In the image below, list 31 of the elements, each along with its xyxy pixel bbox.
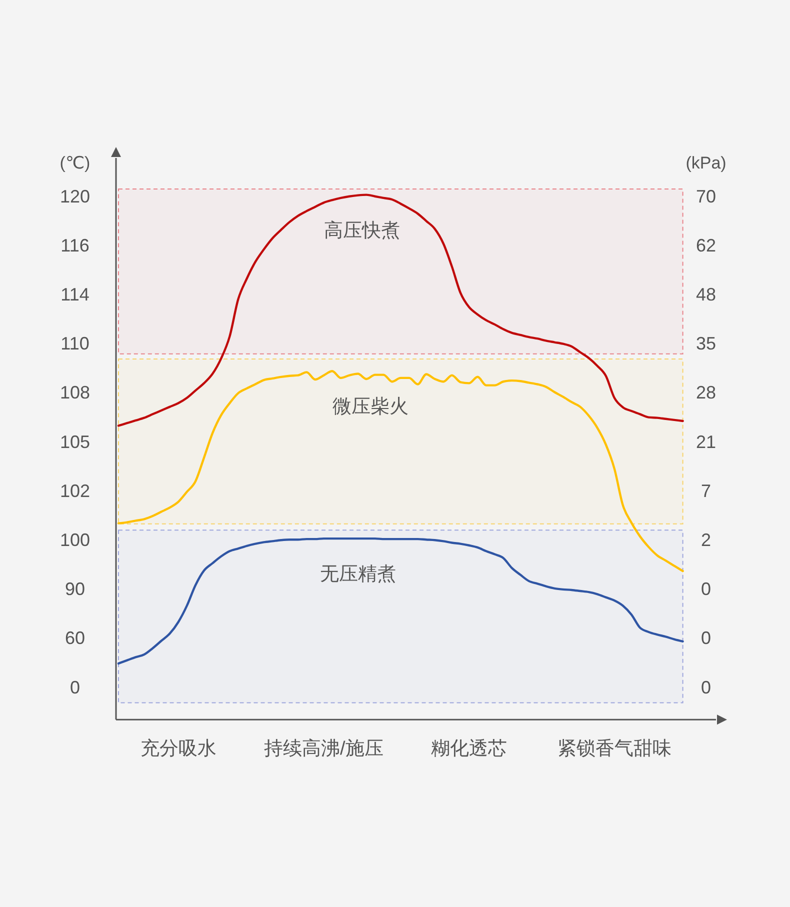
y2-axis-title: (kPa)	[686, 154, 726, 172]
annotation: 2	[701, 530, 711, 550]
annotation: 21	[696, 432, 716, 452]
annotation: 70	[696, 186, 716, 206]
x-tick-label: 持续高沸/施压	[264, 738, 384, 760]
series-name: 无压精煮	[320, 564, 396, 586]
annotation: 108	[60, 382, 90, 403]
annotation: 0	[701, 677, 711, 698]
annotation: 7	[701, 480, 711, 501]
annotation: 100	[60, 530, 90, 550]
annotation: 102	[60, 480, 90, 501]
series-name: 微压柴火	[332, 396, 409, 418]
annotation: 60	[64, 628, 86, 648]
annotation: 120	[60, 186, 90, 206]
x-tick-label: 糊化透芯	[431, 738, 508, 760]
series-name: 高压快煮	[324, 220, 400, 242]
annotation: 48	[696, 284, 716, 304]
annotation: 90	[64, 579, 86, 600]
annotation: 35	[696, 334, 716, 354]
annotation: 110	[60, 334, 90, 354]
x-tick-label: 紧锁香气甜味	[557, 738, 672, 760]
annotation: 0	[70, 677, 80, 698]
annotation: 114	[60, 284, 90, 304]
annotation: 0	[701, 628, 711, 648]
x-tick-label: 充分吸水	[140, 738, 216, 760]
annotation: 105	[60, 432, 90, 452]
annotation: 0	[701, 579, 711, 600]
y-axis-title: (℃)	[60, 154, 90, 172]
annotation: 116	[60, 235, 90, 256]
annotation: 62	[696, 235, 716, 256]
annotation: 28	[696, 382, 716, 403]
